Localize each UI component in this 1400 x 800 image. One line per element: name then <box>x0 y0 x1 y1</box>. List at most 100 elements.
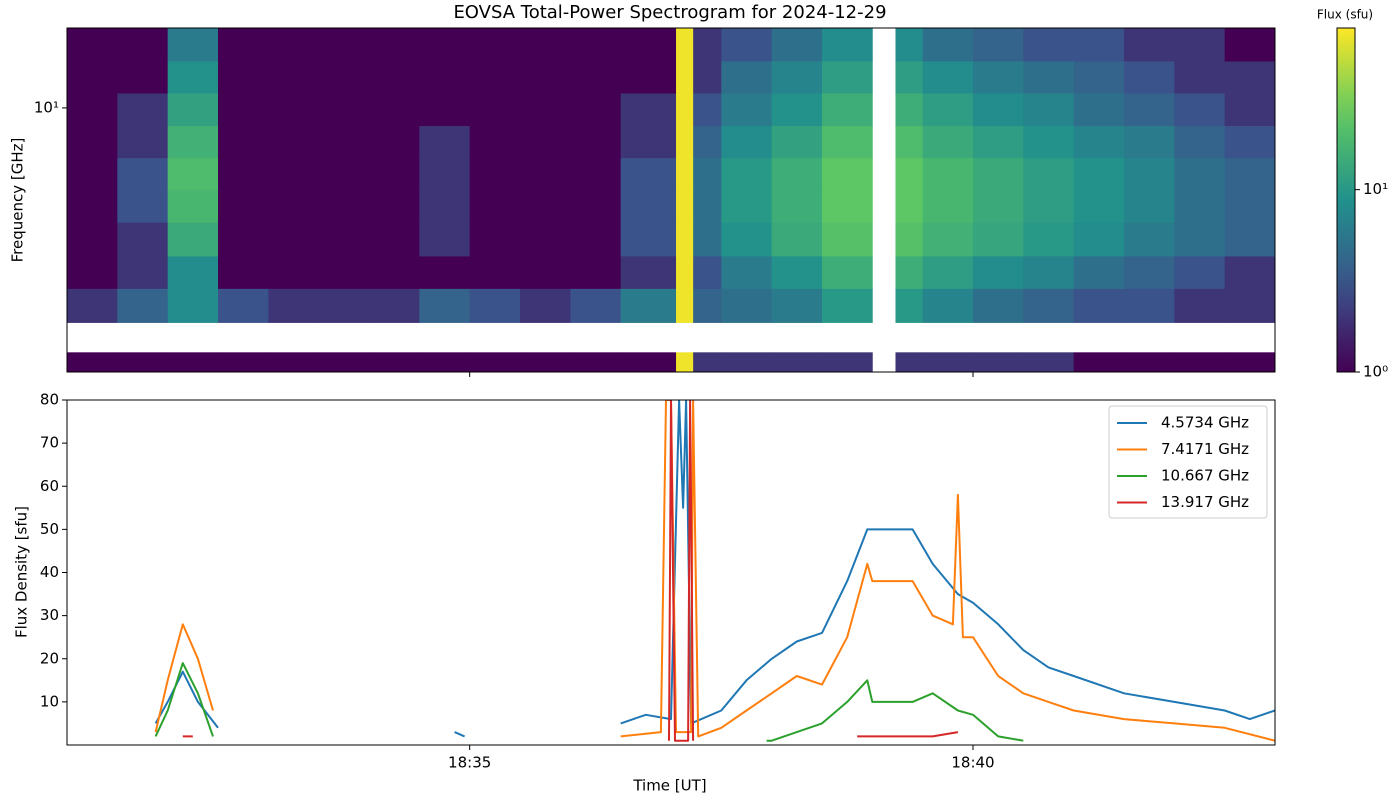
heat-cell <box>973 288 1024 323</box>
heat-cell <box>167 352 219 373</box>
heat-cell <box>419 352 471 373</box>
heat-cell <box>117 189 169 224</box>
heat-cell <box>1073 93 1125 127</box>
heat-cell <box>369 189 420 224</box>
heat-cell <box>1023 126 1075 159</box>
heat-cell <box>419 93 471 127</box>
heat-cell <box>676 288 694 323</box>
heat-cell <box>676 256 694 290</box>
heat-cell <box>318 189 370 224</box>
heat-cell <box>620 158 677 191</box>
heat-cell <box>1124 126 1175 159</box>
heat-cell <box>693 222 722 257</box>
heat-cell <box>922 288 974 323</box>
heat-cell <box>676 126 694 159</box>
heat-cell <box>167 256 219 290</box>
y-tick-label: 30 <box>40 606 59 624</box>
heat-cell <box>520 126 571 159</box>
heat-cell <box>973 256 1024 290</box>
heat-cell <box>1224 61 1276 94</box>
heat-cell <box>1174 28 1226 62</box>
heat-cell <box>822 222 873 257</box>
heat-cell <box>1224 158 1276 191</box>
heat-cell <box>1174 352 1226 373</box>
heat-cell <box>268 28 320 62</box>
heat-cell <box>721 93 773 127</box>
heat-cell <box>895 28 924 62</box>
heat-cell <box>973 93 1024 127</box>
heat-cell <box>1224 126 1276 159</box>
heat-cell <box>721 189 773 224</box>
legend-box <box>1108 405 1268 519</box>
heat-cell <box>973 126 1024 159</box>
heat-cell <box>67 93 118 127</box>
heat-cell <box>67 61 118 94</box>
heat-cell <box>822 93 873 127</box>
series-line <box>154 400 1275 742</box>
heat-cell <box>693 93 722 127</box>
heat-cell <box>620 189 677 224</box>
heat-cell <box>973 352 1024 373</box>
heat-cell <box>676 28 694 62</box>
heat-cell <box>117 352 169 373</box>
heat-cell <box>922 126 974 159</box>
heat-cell <box>721 61 773 94</box>
heat-cell <box>67 256 118 290</box>
heat-cell <box>369 61 420 94</box>
heat-cell <box>218 256 269 290</box>
heat-cell <box>1224 189 1276 224</box>
heat-cell <box>620 28 677 62</box>
heat-cell <box>117 93 169 127</box>
heat-cell <box>469 288 521 323</box>
heat-cell <box>67 126 118 159</box>
heat-cell <box>218 61 269 94</box>
heat-cell <box>822 28 873 62</box>
y-axis-label: Frequency [GHz] <box>9 138 27 263</box>
heat-cell <box>1023 256 1075 290</box>
heat-cell <box>369 352 420 373</box>
spectrogram: 10¹ 10⁰ 10¹ <box>34 28 1388 381</box>
heat-cell <box>218 288 269 323</box>
heat-cell <box>1073 158 1125 191</box>
heat-cell <box>693 352 722 373</box>
heat-cell <box>369 256 420 290</box>
heat-cell <box>67 352 118 373</box>
heat-cell <box>1073 189 1125 224</box>
heat-cell <box>693 288 722 323</box>
plot-frame <box>66 399 1276 746</box>
heat-cell <box>1174 222 1226 257</box>
heat-cell <box>520 256 571 290</box>
heat-cell <box>771 189 823 224</box>
heat-cell <box>419 189 471 224</box>
heat-cell <box>218 93 269 127</box>
heat-cell <box>973 61 1024 94</box>
heat-cell <box>570 61 622 94</box>
heat-cell <box>676 189 694 224</box>
heat-cell <box>1174 126 1226 159</box>
heat-cell <box>318 126 370 159</box>
heat-cell <box>1174 189 1226 224</box>
heat-cell <box>1124 222 1175 257</box>
heat-cell <box>268 352 320 373</box>
heat-cell <box>67 28 118 62</box>
heat-cell <box>922 256 974 290</box>
heat-cell <box>570 158 622 191</box>
heat-cell <box>167 61 219 94</box>
series-line <box>182 400 959 742</box>
heat-cell <box>922 189 974 224</box>
colorbar-tick-label: 10⁰ <box>1363 363 1388 381</box>
heat-cell <box>895 288 924 323</box>
heat-cell <box>1073 28 1125 62</box>
heat-cell <box>721 222 773 257</box>
heat-cell <box>771 222 823 257</box>
heat-cell <box>167 28 219 62</box>
heat-cell <box>570 288 622 323</box>
legend-label: 13.917 GHz <box>1161 493 1249 511</box>
heat-cell <box>771 126 823 159</box>
heat-cell <box>570 256 622 290</box>
heat-cell <box>1224 222 1276 257</box>
heat-cell <box>117 28 169 62</box>
heat-cell <box>369 28 420 62</box>
heat-cell <box>419 61 471 94</box>
